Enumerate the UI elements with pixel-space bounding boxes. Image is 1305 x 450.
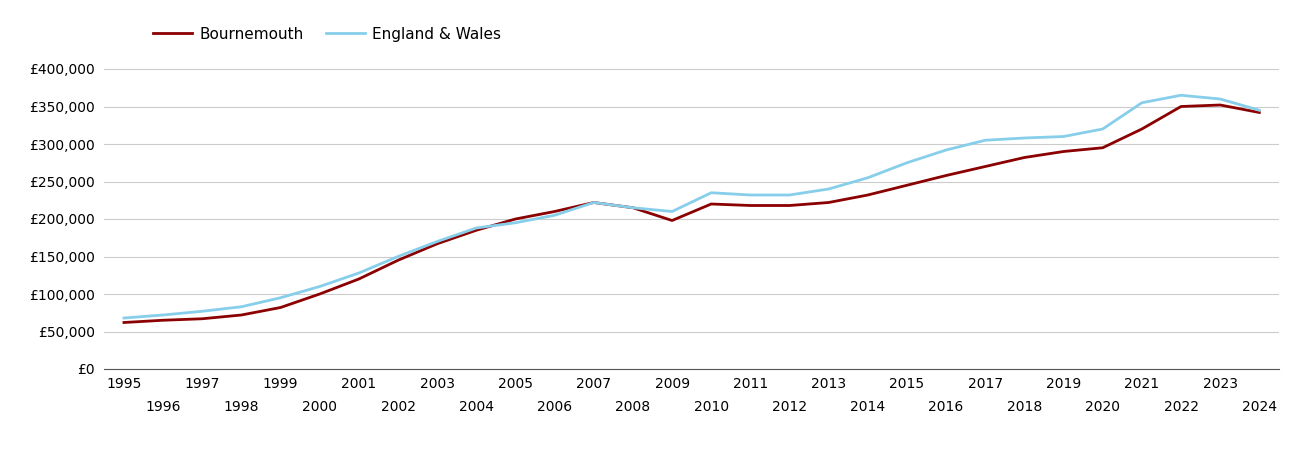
Bournemouth [1251, 110, 1267, 115]
Bournemouth [312, 291, 328, 297]
Bournemouth [1056, 149, 1071, 154]
Bournemouth [1095, 145, 1111, 150]
England & Wales [586, 200, 602, 205]
England & Wales [1134, 100, 1150, 105]
Text: 2024: 2024 [1242, 400, 1276, 414]
England & Wales [703, 190, 719, 195]
Bournemouth [586, 200, 602, 205]
England & Wales [899, 160, 915, 166]
Text: 2006: 2006 [538, 400, 572, 414]
Text: 2022: 2022 [1164, 400, 1198, 414]
Bournemouth [977, 164, 993, 169]
Bournemouth [1212, 102, 1228, 108]
Text: 2002: 2002 [381, 400, 415, 414]
England & Wales [1173, 93, 1189, 98]
England & Wales [743, 192, 758, 198]
Bournemouth [468, 228, 484, 233]
Bournemouth [116, 320, 132, 325]
Text: 2000: 2000 [303, 400, 337, 414]
England & Wales [116, 315, 132, 321]
Bournemouth [273, 305, 288, 310]
Bournemouth [1134, 126, 1150, 132]
England & Wales [390, 254, 406, 259]
England & Wales [938, 147, 954, 153]
Bournemouth [234, 312, 249, 318]
England & Wales [194, 309, 210, 314]
England & Wales [273, 295, 288, 301]
England & Wales [1212, 96, 1228, 102]
England & Wales [547, 212, 562, 218]
England & Wales [782, 192, 797, 198]
England & Wales [508, 220, 523, 225]
Bournemouth [703, 201, 719, 207]
Text: 1998: 1998 [223, 400, 260, 414]
Bournemouth [664, 218, 680, 223]
Bournemouth [194, 316, 210, 321]
Bournemouth [508, 216, 523, 222]
Bournemouth [351, 276, 367, 282]
Bournemouth [155, 318, 171, 323]
Bournemouth [782, 203, 797, 208]
England & Wales [234, 304, 249, 310]
Bournemouth [390, 257, 406, 263]
Text: 2020: 2020 [1086, 400, 1120, 414]
Text: 2018: 2018 [1006, 400, 1043, 414]
Line: England & Wales: England & Wales [124, 95, 1259, 318]
England & Wales [1017, 135, 1032, 141]
Bournemouth [899, 183, 915, 188]
England & Wales [625, 205, 641, 211]
Text: 2012: 2012 [773, 400, 806, 414]
Legend: Bournemouth, England & Wales: Bournemouth, England & Wales [147, 21, 508, 48]
Bournemouth [429, 241, 445, 247]
Bournemouth [625, 205, 641, 211]
Text: 1996: 1996 [145, 400, 181, 414]
England & Wales [821, 186, 837, 192]
Text: 2016: 2016 [928, 400, 964, 414]
Bournemouth [1017, 155, 1032, 160]
Bournemouth [821, 200, 837, 205]
Bournemouth [938, 173, 954, 178]
England & Wales [468, 225, 484, 231]
England & Wales [1056, 134, 1071, 139]
Text: 2008: 2008 [616, 400, 650, 414]
Text: 2004: 2004 [459, 400, 493, 414]
England & Wales [351, 270, 367, 276]
England & Wales [429, 239, 445, 244]
Bournemouth [1173, 104, 1189, 109]
England & Wales [312, 284, 328, 289]
England & Wales [1251, 108, 1267, 113]
Bournemouth [547, 209, 562, 214]
Bournemouth [743, 203, 758, 208]
England & Wales [664, 209, 680, 214]
England & Wales [860, 175, 876, 180]
England & Wales [155, 312, 171, 318]
Text: 2010: 2010 [694, 400, 728, 414]
Line: Bournemouth: Bournemouth [124, 105, 1259, 323]
England & Wales [1095, 126, 1111, 132]
England & Wales [977, 138, 993, 143]
Bournemouth [860, 192, 876, 198]
Text: 2014: 2014 [851, 400, 885, 414]
